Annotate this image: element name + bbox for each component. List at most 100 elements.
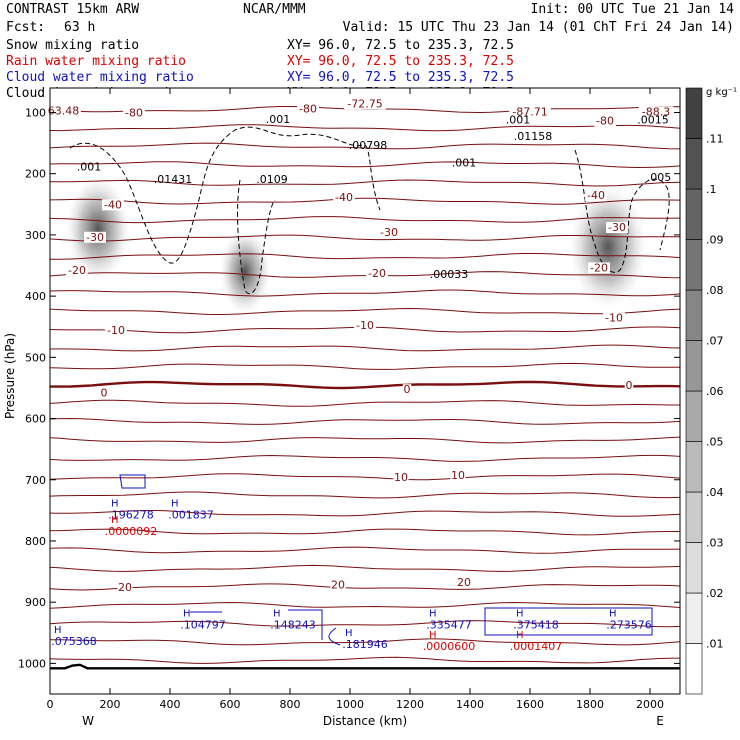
cloud-water-max-label: .273576 (606, 619, 652, 632)
colorbar-label: .11 (706, 133, 724, 146)
temperature-label: -88.3 (642, 105, 670, 118)
cloud-water-contour (119, 474, 653, 646)
high-marker: H (111, 515, 119, 526)
high-marker: H (429, 630, 437, 641)
colorbar-label: .08 (706, 284, 724, 297)
contour-label-bg (297, 103, 319, 115)
y-tick-label: 100 (25, 106, 46, 119)
contour-label-bg (450, 469, 466, 481)
org-label: NCAR/MMM (243, 2, 306, 17)
field-name: Snow mixing ratio (6, 38, 139, 53)
isotherm-line (49, 601, 681, 609)
temperature-label: -40 (104, 198, 122, 211)
temperature-label: -80 (125, 107, 143, 120)
field-name: Rain water mixing ratio (6, 54, 186, 69)
isotherm-line (49, 124, 681, 132)
temperature-label: 0 (101, 386, 108, 399)
isotherm-line (49, 216, 681, 224)
cloud-water-max-label: .375418 (513, 619, 559, 632)
temperature-label: -20 (368, 267, 386, 280)
isotherm-line (50, 179, 681, 187)
axes: Distance (km) Pressure (hPa) W E 1002003… (3, 87, 681, 728)
colorbar-swatch (685, 289, 703, 341)
x-tick-label: 1200 (396, 698, 424, 711)
contour-label-bg (99, 387, 109, 399)
colorbar-label: .03 (706, 537, 724, 550)
x-tick-label: 400 (160, 698, 181, 711)
x-tick-label: 200 (100, 698, 121, 711)
isotherm-line (49, 344, 681, 352)
init-label: Init: 00 UTC Tue 21 Jan 14 (531, 2, 735, 17)
cloud-water-max-label: .196278 (108, 508, 154, 521)
y-tick-label: 400 (25, 290, 46, 303)
high-marker: H (516, 630, 524, 641)
ice-max-label: .0015 (637, 114, 669, 127)
x-tick-label: 1400 (456, 698, 484, 711)
snow-shading (220, 229, 270, 314)
plot-area: -80 -80 -72.75 -80 -40 -40 -40 -30 -30 -30 -20 -20 -… (46, 88, 681, 694)
colorbar-swatch (685, 643, 703, 695)
field-xy: XY= 96.0, 72.5 to 235.3, 72.5 (287, 38, 514, 53)
temperature-label: -10 (107, 324, 125, 337)
high-marker: H (273, 609, 281, 620)
colorbar-label: .09 (706, 234, 724, 247)
isotherm-line (49, 271, 681, 279)
contour-label-bg (344, 98, 386, 110)
temperature-label: -20 (590, 261, 608, 274)
isotherm-line (49, 454, 681, 462)
colorbar-label: .07 (706, 335, 724, 348)
temperature-label: -80 (596, 115, 614, 128)
temperature-label: 10 (451, 469, 465, 482)
y-tick-label: 500 (25, 351, 46, 364)
contour-label-bg (603, 312, 625, 324)
plot-frame (49, 87, 681, 695)
contour-label-bg (105, 324, 127, 336)
x-tick-label: 1800 (576, 698, 604, 711)
contour-label-bg (585, 190, 607, 202)
ice-max-label: .00798 (349, 139, 388, 152)
fcst-label: Fcst: (6, 20, 45, 35)
contour-label-bg (117, 581, 133, 593)
contour-label-bg (366, 267, 388, 279)
isotherm-line (49, 546, 681, 554)
temperature-label: 63.48 (48, 105, 80, 118)
field-xy: XY= 96.0, 72.5 to 235.3, 72.5 (287, 54, 514, 69)
high-marker: H (111, 498, 119, 509)
cloud-water-max-label: .075368 (51, 635, 97, 648)
colorbar-swatch (685, 491, 703, 543)
colorbar-label: .01 (706, 638, 724, 651)
contour-label-bg (123, 107, 145, 119)
contour-label-bg (330, 579, 346, 591)
cloud-water-max-label: .148243 (270, 619, 316, 632)
temperature-label: 0 (626, 379, 633, 392)
contour-label-bg (378, 226, 400, 238)
isotherm-line (49, 528, 680, 536)
plot-background (50, 88, 680, 694)
colorbar-swatch (685, 592, 703, 644)
colorbar-swatch (685, 87, 703, 139)
isotherm-line (49, 362, 680, 370)
x-tick-label: 600 (220, 698, 241, 711)
y-axis-label: Pressure (hPa) (3, 333, 17, 419)
ice-max-label: .001 (506, 114, 531, 127)
temperature-label: -30 (380, 226, 398, 239)
colorbar-swatch (685, 542, 703, 594)
isotherm-line (49, 307, 681, 316)
ice-max-label: .0109 (256, 173, 288, 186)
ice-contour (69, 126, 381, 295)
contour-label-bg (333, 192, 355, 204)
contour-label-bg (66, 264, 88, 276)
y-tick-label: 700 (25, 474, 46, 487)
colorbar-swatch (685, 340, 703, 392)
colorbar-swatch (685, 390, 703, 442)
high-marker: H (516, 609, 524, 620)
model-title: CONTRAST 15km ARW (6, 2, 139, 17)
temperature-label: -10 (356, 319, 374, 332)
x-tick-label: 1000 (336, 698, 364, 711)
ice-max-label: .005 (647, 171, 672, 184)
temperature-label: 20 (118, 581, 132, 594)
temperature-label: -72.75 (347, 97, 382, 110)
isotherm-line (49, 142, 681, 150)
x-end-east: E (656, 714, 664, 728)
